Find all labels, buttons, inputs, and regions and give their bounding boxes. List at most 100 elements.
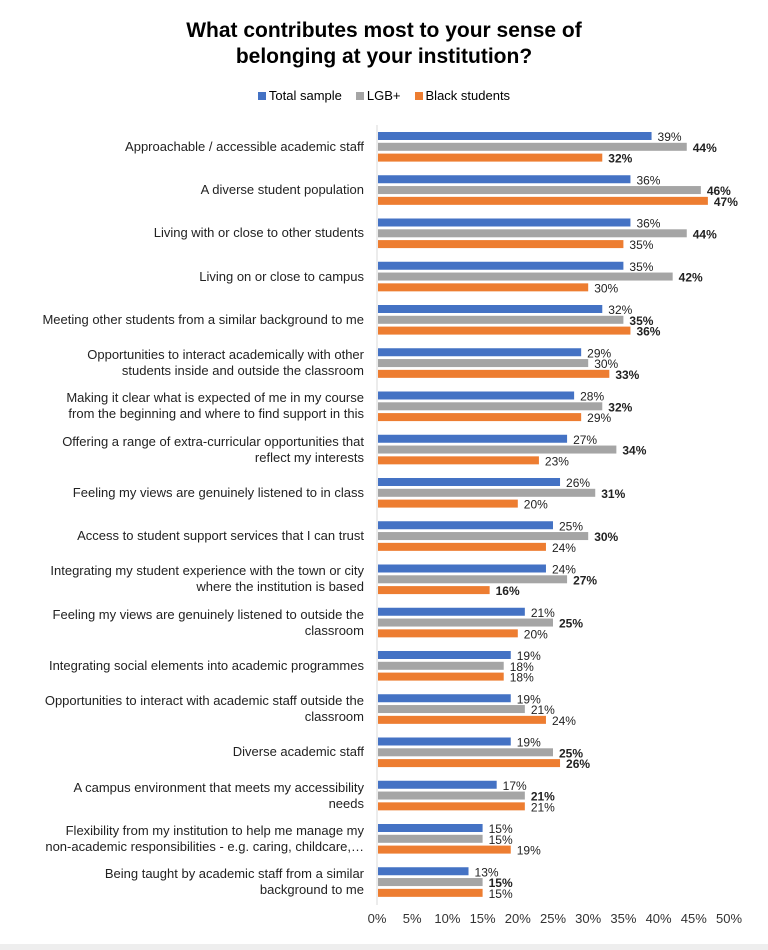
bar-total-sample [378, 132, 652, 140]
data-label: 24% [552, 714, 576, 728]
x-tick-label: 0% [368, 911, 387, 926]
bar-black-students [378, 586, 490, 595]
data-label: 13% [475, 865, 499, 879]
bar-lgb- [378, 229, 687, 238]
data-label: 18% [510, 671, 534, 685]
category-label-line: from the beginning and where to find sup… [68, 406, 364, 422]
category-label-line: reflect my interests [254, 449, 364, 465]
bar-total-sample [378, 867, 469, 876]
bar-lgb- [378, 186, 701, 195]
data-label: 35% [629, 238, 653, 252]
data-label: 19% [517, 692, 541, 706]
category-label-line: Offering a range of extra-curricular opp… [62, 433, 364, 449]
data-label: 19% [517, 649, 541, 663]
category-label-line: Meeting other students from a similar ba… [42, 311, 364, 327]
data-label: 15% [489, 876, 513, 890]
bar-lgb- [378, 748, 553, 757]
bar-total-sample [378, 651, 511, 659]
bar-total-sample [378, 391, 575, 400]
data-label: 27% [573, 433, 597, 447]
legend: Total sample LGB+ Black students [0, 88, 768, 103]
data-label: 20% [524, 627, 548, 641]
x-tick-label: 45% [681, 911, 707, 926]
bar-total-sample [378, 564, 546, 573]
category-label: Opportunities to interact academically w… [87, 347, 364, 379]
data-label: 19% [517, 844, 541, 858]
data-label: 42% [679, 271, 703, 285]
bar-total-sample [378, 261, 624, 270]
category-label: Opportunities to interact with academic … [45, 693, 364, 725]
bar-black-students [378, 283, 589, 292]
bar-total-sample [378, 694, 511, 703]
category-label-line: where the institution is based [196, 579, 364, 595]
bar-total-sample [378, 348, 582, 357]
category-label-line: Integrating social elements into academi… [48, 657, 364, 673]
data-label: 32% [608, 400, 632, 414]
legend-item-lgb: LGB+ [355, 88, 401, 103]
category-label-line: classroom [304, 709, 364, 725]
bar-black-students [378, 715, 546, 724]
data-label: 32% [608, 152, 632, 166]
x-tick-label: 40% [646, 911, 672, 926]
data-label: 30% [594, 357, 618, 371]
category-label-line: Being taught by academic staff from a si… [104, 866, 364, 882]
category-label-line: Living on or close to campus [199, 268, 364, 284]
data-label: 21% [531, 800, 555, 814]
bar-lgb- [378, 618, 553, 627]
bar-black-students [378, 542, 546, 551]
bar-total-sample [378, 607, 525, 616]
data-label: 31% [601, 487, 625, 501]
bar-total-sample [378, 175, 631, 184]
category-label-line: Feeling my views are genuinely listened … [72, 484, 364, 500]
data-label: 44% [693, 227, 717, 241]
category-label: Integrating social elements into academi… [49, 658, 364, 674]
data-label: 47% [714, 195, 738, 209]
data-label: 26% [566, 476, 590, 490]
category-label: Approachable / accessible academic staff [125, 139, 364, 155]
data-label: 15% [489, 887, 513, 901]
x-tick-label: 5% [403, 911, 422, 926]
bar-black-students [378, 413, 582, 422]
chart-title: What contributes most to your sense of b… [186, 19, 582, 68]
category-label: Integrating my student experience with t… [50, 563, 364, 595]
category-label: A campus environment that meets my acces… [74, 780, 364, 812]
bar-lgb- [378, 532, 589, 541]
x-tick-label: 15% [470, 911, 496, 926]
legend-swatch [257, 91, 266, 100]
bar-lgb- [378, 445, 617, 454]
x-tick-label: 20% [505, 911, 531, 926]
data-label: 21% [531, 703, 555, 717]
data-label: 25% [559, 746, 583, 760]
bar-lgb- [378, 705, 525, 714]
bar-total-sample [378, 737, 511, 746]
bar-total-sample [378, 824, 483, 832]
bar-black-students [378, 888, 483, 897]
data-label: 19% [517, 736, 541, 750]
category-label-line: A diverse student population [200, 182, 364, 198]
bar-black-students [378, 369, 610, 378]
bar-black-students [378, 629, 518, 638]
data-label: 27% [573, 573, 597, 587]
category-label-line: Opportunities to interact academically w… [87, 347, 364, 363]
legend-item-total: Total sample [257, 88, 342, 103]
x-tick-label: 10% [434, 911, 460, 926]
bar-black-students [378, 326, 631, 335]
bottom-border [0, 944, 768, 950]
category-label: Living on or close to campus [199, 269, 364, 285]
data-label: 32% [608, 303, 632, 317]
data-label: 36% [636, 217, 660, 231]
bar-lgb- [378, 878, 483, 887]
bar-black-students [378, 196, 708, 205]
x-tick-label: 35% [610, 911, 636, 926]
category-label: Living with or close to other students [154, 225, 364, 241]
bar-total-sample [378, 305, 603, 313]
category-label-line: Diverse academic staff [232, 744, 364, 760]
category-label-line: students inside and outside the classroo… [121, 363, 364, 379]
category-label: Making it clear what is expected of me i… [66, 390, 364, 422]
category-label-line: classroom [304, 622, 364, 638]
data-label: 21% [531, 790, 555, 804]
category-label-line: needs [328, 795, 364, 811]
category-label: A diverse student population [201, 182, 364, 198]
category-label-line: Integrating my student experience with t… [50, 563, 364, 579]
